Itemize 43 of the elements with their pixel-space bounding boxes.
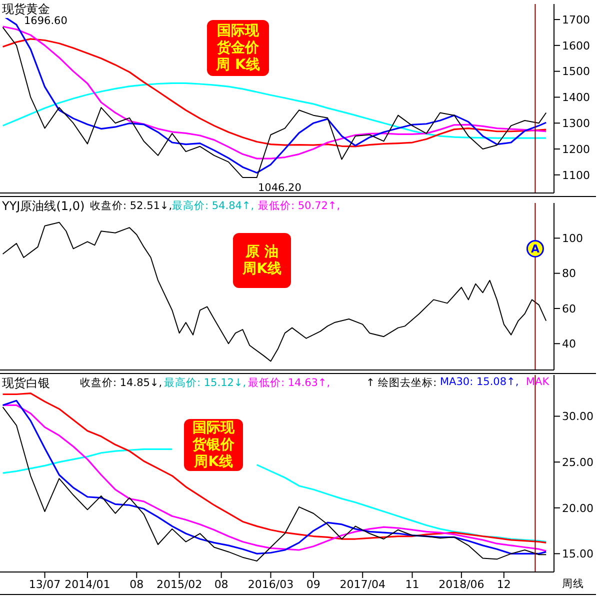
y-tick-label: 1500 xyxy=(562,65,590,78)
annotation: 收盘价: 52.51↓, xyxy=(90,199,172,213)
annotation: 1046.20 xyxy=(258,182,302,194)
y-tick-label: 100 xyxy=(562,232,583,246)
x-tick-label: 09 xyxy=(306,578,320,591)
y-tick-label: 15.00 xyxy=(562,548,594,561)
x-tick-label: 08 xyxy=(214,578,228,591)
x-tick-label: 2017/04 xyxy=(340,578,386,591)
y-tick-label: 40 xyxy=(562,338,576,351)
annotation: 收盘价: 14.85↓, xyxy=(80,376,162,390)
chart-title: YYJ原油线(1,0) xyxy=(2,198,85,215)
y-tick-label: 1100 xyxy=(562,168,590,182)
annotation: 最高价: 15.12↓, xyxy=(164,376,246,390)
x-tick-label: 13/07 xyxy=(28,578,61,591)
y-tick-label: 1600 xyxy=(562,39,590,52)
annotation: 1696.60 xyxy=(24,15,68,27)
annotation: 最高价: 54.84↑, xyxy=(172,199,254,213)
annotation: A xyxy=(530,242,540,256)
y-tick-label: 1400 xyxy=(562,91,590,104)
x-tick-label: 08 xyxy=(130,578,144,591)
y-tick-label: 30.00 xyxy=(562,410,594,424)
y-tick-label: 80 xyxy=(562,267,576,280)
annotation: 最低价: 50.72↑, xyxy=(258,199,340,213)
annotation: 国际现货银价周K线 xyxy=(192,420,236,470)
y-tick-label: 1300 xyxy=(562,117,590,130)
y-tick-label: 1700 xyxy=(562,13,590,26)
x-tick-label: 11 xyxy=(405,578,420,591)
y-tick-label: 20.00 xyxy=(562,502,594,515)
annotation: 原 油周K线 xyxy=(242,244,282,278)
x-tick-label: 2016/03 xyxy=(248,578,294,591)
y-tick-label: 60 xyxy=(562,302,576,316)
chart-title: 现货白银 xyxy=(2,375,50,392)
annotation: 最低价: 14.63↑, xyxy=(248,376,330,390)
annotation: MA30: 15.08↑, xyxy=(440,376,519,388)
x-tick-label: 2018/06 xyxy=(438,578,484,591)
x-tick-label: 2014/01 xyxy=(64,578,110,591)
text: 周线 xyxy=(562,577,584,591)
x-tick-label: 2015/02 xyxy=(156,578,202,591)
annotation: ↑ 绘图去坐标: xyxy=(366,376,437,390)
y-tick-label: 25.00 xyxy=(562,456,594,469)
x-tick-label: 12 xyxy=(496,578,511,591)
annotation: 国际现货金价周 K线 xyxy=(216,22,260,74)
y-tick-label: 1200 xyxy=(562,142,590,156)
